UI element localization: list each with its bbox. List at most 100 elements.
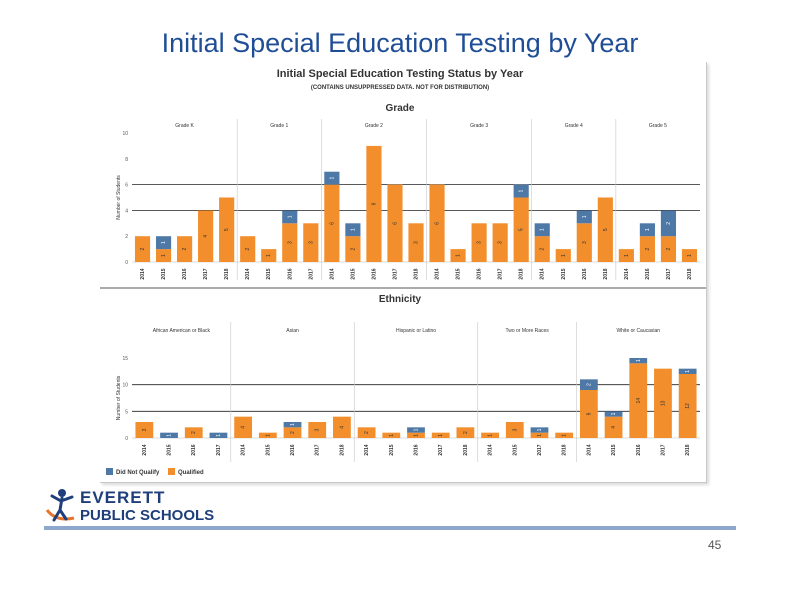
ethnicity-bar-qualified xyxy=(308,422,327,438)
ethnicity-y-axis-title: Number of Students xyxy=(116,375,122,420)
ethnicity-bar-qualified xyxy=(407,432,425,438)
ethnicity-x-tick-label: 2016 xyxy=(290,444,296,455)
grade-x-tick-label: 2018 xyxy=(603,268,609,279)
ethnicity-bar-label-not-qualified: 1 xyxy=(685,370,691,373)
ethnicity-bar-qualified xyxy=(184,427,203,438)
grade-x-tick-label: 2016 xyxy=(287,268,293,279)
grade-bar-label-qualified: 2 xyxy=(182,247,188,250)
ethnicity-bar-qualified xyxy=(481,432,499,438)
grade-y-tick-label: 8 xyxy=(125,157,128,163)
grade-x-tick-label: 2017 xyxy=(498,268,504,279)
chart-panel: Initial Special Education Testing Status… xyxy=(100,62,707,483)
grade-x-tick-label: 2014 xyxy=(624,268,630,279)
legend-swatch-qualified xyxy=(168,468,175,475)
ethnicity-group-label: Hispanic or Latino xyxy=(396,328,436,334)
grade-bar-label-qualified: 3 xyxy=(477,241,483,244)
ethnicity-bar-label-qualified: 3 xyxy=(315,428,321,431)
ethnicity-bar-qualified xyxy=(283,427,302,438)
grade-bar-not-qualified xyxy=(660,210,677,237)
grade-bar-qualified xyxy=(429,184,445,262)
grade-bar-label-qualified: 3 xyxy=(582,241,588,244)
grade-bar-label-qualified: 2 xyxy=(666,247,672,250)
grade-bar-label-qualified: 2 xyxy=(540,247,546,250)
grade-bar-qualified xyxy=(555,249,571,262)
ethnicity-x-tick-label: 2014 xyxy=(241,444,247,455)
grade-bar-qualified xyxy=(660,236,677,262)
ethnicity-bar-label-qualified: 9 xyxy=(586,412,592,415)
ethnicity-bar-label-not-qualified: 1 xyxy=(537,428,543,431)
chart-svg: Initial Special Education Testing Status… xyxy=(100,68,706,476)
grade-bar-label-qualified: 4 xyxy=(203,235,209,238)
grade-x-tick-label: 2017 xyxy=(666,268,672,279)
ethnicity-x-tick-label: 2014 xyxy=(586,444,592,455)
ethnicity-bar-not-qualified xyxy=(530,427,549,433)
ethnicity-bar-label-qualified: 1 xyxy=(414,434,420,437)
ethnicity-group-label: African American or Black xyxy=(153,328,211,334)
grade-bar-qualified xyxy=(303,223,319,262)
grade-x-tick-label: 2018 xyxy=(224,268,230,279)
ethnicity-bar-label-qualified: 3 xyxy=(142,428,148,431)
ethnicity-bar-qualified xyxy=(234,416,253,438)
legend: Did Not Qualify Qualified xyxy=(106,468,204,476)
grade-group-label: Grade 2 xyxy=(365,123,383,129)
ethnicity-bar-label-not-qualified: 1 xyxy=(611,412,617,415)
grade-bar-not-qualified xyxy=(345,223,361,237)
grade-bar-label-qualified: 1 xyxy=(624,254,630,257)
ethnicity-x-tick-label: 2015 xyxy=(389,444,395,455)
ethnicity-bar-label-not-qualified: 2 xyxy=(586,383,592,386)
grade-x-tick-label: 2018 xyxy=(519,268,525,279)
ethnicity-x-tick-label: 2016 xyxy=(191,444,197,455)
logo-figure-icon xyxy=(45,489,75,522)
grade-bar-not-qualified xyxy=(155,236,172,250)
everett-logo: EVERETT PUBLIC SCHOOLS xyxy=(44,486,244,528)
grade-bar-label-qualified: 1 xyxy=(456,254,462,257)
ethnicity-bar-label-not-qualified: 1 xyxy=(636,359,642,362)
grade-bar-label-qualified: 2 xyxy=(645,247,651,250)
grade-bar-qualified xyxy=(597,197,613,262)
grade-bar-qualified xyxy=(387,184,403,262)
grade-x-tick-label: 2015 xyxy=(456,268,462,279)
ethnicity-bar-qualified xyxy=(678,374,697,438)
grade-bar-qualified xyxy=(534,236,550,262)
ethnicity-x-tick-label: 2015 xyxy=(512,444,518,455)
grade-bar-qualified xyxy=(219,197,235,262)
ethnicity-chart: Number of Students 0 5 10 15 African American… xyxy=(116,322,700,462)
grade-bar-label-qualified: 2 xyxy=(245,247,251,250)
grade-y-tick-label: 6 xyxy=(125,183,128,189)
grade-x-tick-label: 2014 xyxy=(540,268,546,279)
grade-x-tick-label: 2017 xyxy=(392,268,398,279)
ethnicity-x-tick-label: 2017 xyxy=(216,444,222,455)
grade-group-label: Grade 5 xyxy=(649,123,667,129)
grade-bar-label-qualified: 2 xyxy=(350,247,356,250)
ethnicity-bar-label-qualified: 2 xyxy=(290,431,296,434)
ethnicity-bar-qualified xyxy=(604,416,623,438)
ethnicity-bar-label-qualified: 1 xyxy=(488,434,494,437)
ethnicity-bar-label-qualified: 2 xyxy=(463,431,469,434)
ethnicity-bar-qualified xyxy=(382,432,401,438)
grade-bar-qualified xyxy=(282,223,298,262)
ethnicity-bar-label-qualified: 1 xyxy=(389,434,395,437)
ethnicity-x-tick-label: 2017 xyxy=(438,444,444,455)
grade-bar-label-qualified: 5 xyxy=(603,228,609,231)
ethnicity-x-tick-label: 2015 xyxy=(265,444,271,455)
ethnicity-bar-qualified xyxy=(135,422,154,438)
grade-bar-qualified xyxy=(134,236,151,262)
grade-group-label: Grade 4 xyxy=(565,123,583,129)
ethnicity-x-tick-label: 2018 xyxy=(463,444,469,455)
grade-bar-qualified xyxy=(261,249,277,262)
ethnicity-x-tick-label: 2015 xyxy=(167,444,173,455)
grade-y-axis-title: Number of Students xyxy=(116,175,122,220)
grade-bar-not-qualified xyxy=(513,184,529,198)
ethnicity-x-tick-label: 2017 xyxy=(660,444,666,455)
ethnicity-bar-not-qualified xyxy=(209,432,228,438)
ethnicity-facet-title: Ethnicity xyxy=(379,294,422,305)
grade-x-tick-label: 2015 xyxy=(266,268,272,279)
ethnicity-y-tick-label: 15 xyxy=(122,356,128,362)
grade-x-tick-label: 2016 xyxy=(182,268,188,279)
legend-label-not-qualified: Did Not Qualify xyxy=(116,470,160,476)
grade-x-tick-label: 2014 xyxy=(245,268,251,279)
footer-divider xyxy=(44,526,736,530)
ethnicity-group-label: Two or More Races xyxy=(505,328,549,334)
grade-y-tick-label: 10 xyxy=(122,131,128,137)
ethnicity-bar-qualified xyxy=(333,416,351,438)
